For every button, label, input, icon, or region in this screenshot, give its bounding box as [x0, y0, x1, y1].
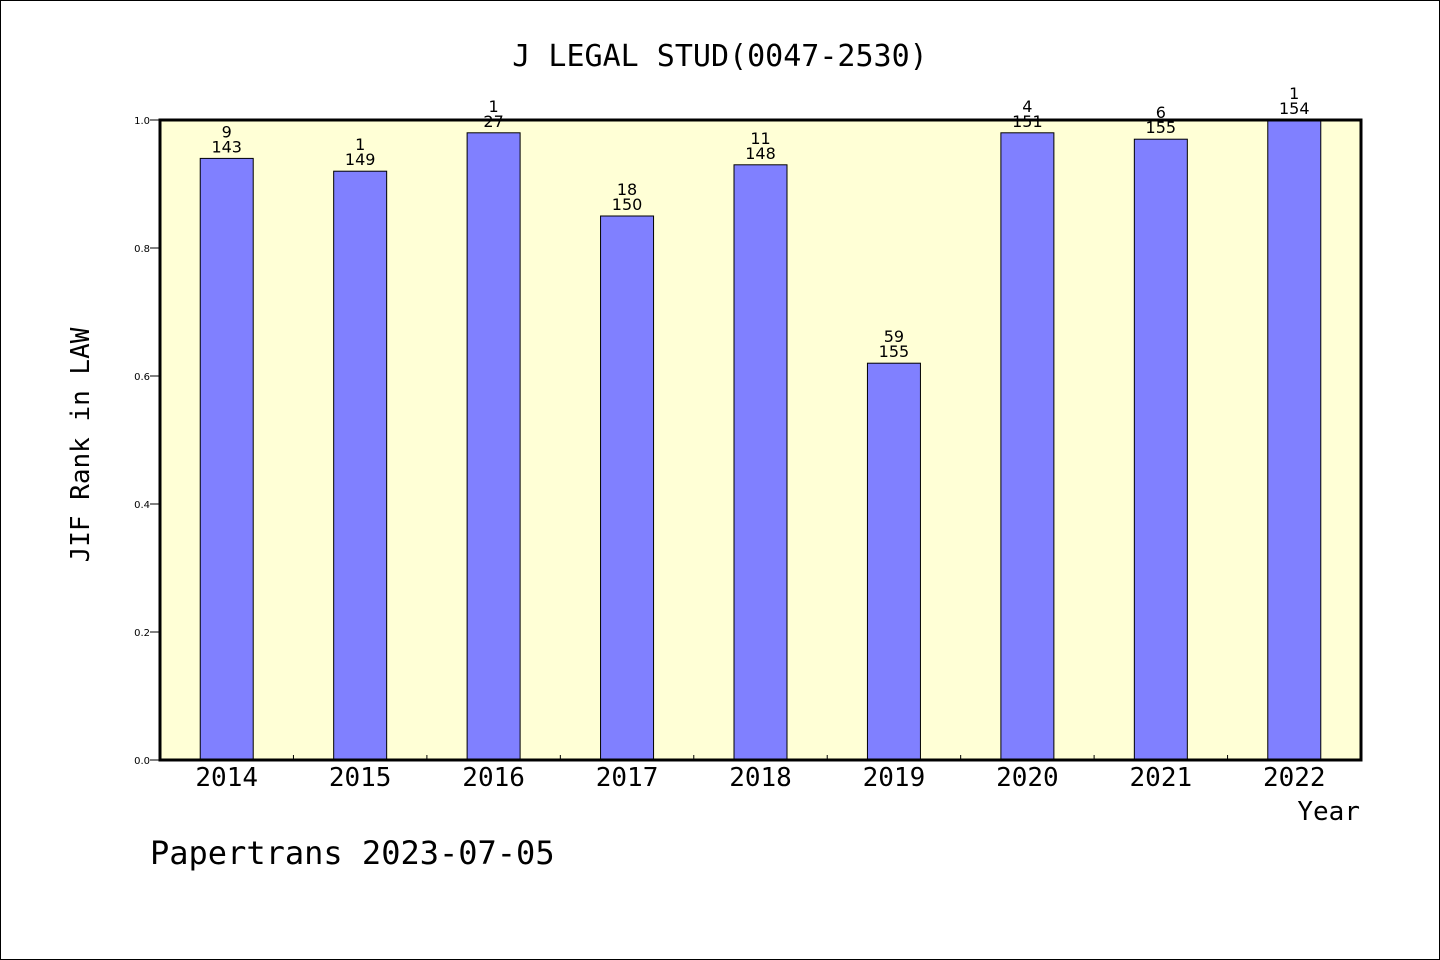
plot-border [158, 118, 1363, 762]
x-tick-label: 2016 [462, 763, 525, 793]
x-tick-label: 2015 [329, 763, 392, 793]
x-tick-label: 2017 [596, 763, 659, 793]
bar-total-label: 143 [211, 137, 242, 156]
x-tick-label: 2021 [1130, 763, 1193, 793]
bar-rank-label: 1 [1289, 84, 1299, 103]
bar [866, 362, 921, 761]
bar [600, 215, 655, 761]
bar [1133, 138, 1188, 761]
bar-total-label: 155 [1146, 118, 1177, 137]
x-axis-label: Year [1297, 797, 1360, 827]
x-axis: 2014 2015 2016 2017 2018 2019 2020 2021 2022 [195, 755, 1326, 793]
bar-rank-label: 1 [355, 135, 365, 154]
y-tick-label: 0.0 [134, 756, 150, 767]
y-tick-label: 0.8 [134, 244, 150, 255]
bar-total-label: 155 [879, 342, 910, 361]
bar [733, 164, 788, 761]
y-tick-label: 0.2 [134, 628, 150, 639]
bar-rank-label: 6 [1156, 103, 1166, 122]
y-tick-label: 0.6 [134, 372, 150, 383]
bars-group [199, 119, 1322, 761]
bar [1267, 119, 1322, 761]
bar-total-label: 154 [1279, 99, 1310, 118]
bar-rank-label: 59 [884, 327, 904, 346]
bar [333, 170, 388, 761]
x-tick-label: 2018 [729, 763, 792, 793]
bar-total-label: 149 [345, 150, 376, 169]
y-axis-label: JIF Rank in LAW [66, 327, 96, 562]
x-tick-label: 2014 [195, 763, 258, 793]
y-axis: 0.0 0.2 0.4 0.6 0.8 1.0 [134, 116, 160, 767]
x-tick-label: 2022 [1263, 763, 1326, 793]
bar-rank-label: 18 [617, 180, 637, 199]
chart-title: J LEGAL STUD(0047-2530) [512, 39, 927, 74]
y-tick-label: 0.4 [134, 500, 150, 511]
bar [199, 157, 254, 761]
bar-total-label: 150 [612, 195, 643, 214]
x-tick-label: 2019 [863, 763, 926, 793]
bar-rank-label: 11 [750, 129, 770, 148]
x-tick-label: 2020 [996, 763, 1059, 793]
bar-total-label: 148 [745, 144, 776, 163]
bar-rank-label: 4 [1022, 97, 1032, 116]
y-tick-label: 1.0 [134, 116, 150, 127]
footer-text: Papertrans 2023-07-05 [150, 834, 555, 872]
bar-rank-label: 9 [222, 122, 232, 141]
bar [466, 132, 521, 761]
bar [1000, 132, 1055, 761]
bar-rank-label: 1 [489, 97, 499, 116]
